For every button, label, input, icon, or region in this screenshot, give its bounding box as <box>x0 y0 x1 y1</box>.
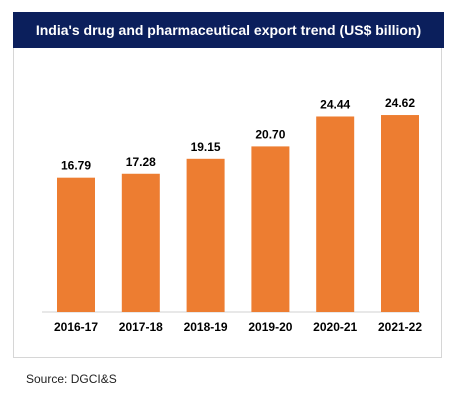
bar-2017-18 <box>121 173 160 312</box>
value-label: 17.28 <box>126 155 156 169</box>
value-label: 19.15 <box>191 140 221 154</box>
bar-2020-21 <box>316 116 355 312</box>
chart-title: India's drug and pharmaceutical export t… <box>13 12 444 48</box>
x-tick-label: 2020-21 <box>313 320 357 334</box>
x-tick-label: 2017-18 <box>119 320 163 334</box>
value-label: 20.70 <box>255 127 285 141</box>
source-note: Source: DGCI&S <box>26 372 117 386</box>
x-tick-label: 2016-17 <box>54 320 98 334</box>
bar-2019-20 <box>251 146 290 312</box>
value-label: 24.62 <box>385 96 415 110</box>
x-tick-label: 2018-19 <box>184 320 228 334</box>
bar-2021-22 <box>381 115 419 312</box>
chart-frame <box>13 48 442 358</box>
x-tick-label: 2019-20 <box>248 320 292 334</box>
value-label: 24.44 <box>320 97 350 111</box>
bar-2016-17 <box>57 177 95 312</box>
value-label: 16.79 <box>61 159 91 173</box>
bar-2018-19 <box>186 158 225 312</box>
x-tick-label: 2021-22 <box>378 320 422 334</box>
